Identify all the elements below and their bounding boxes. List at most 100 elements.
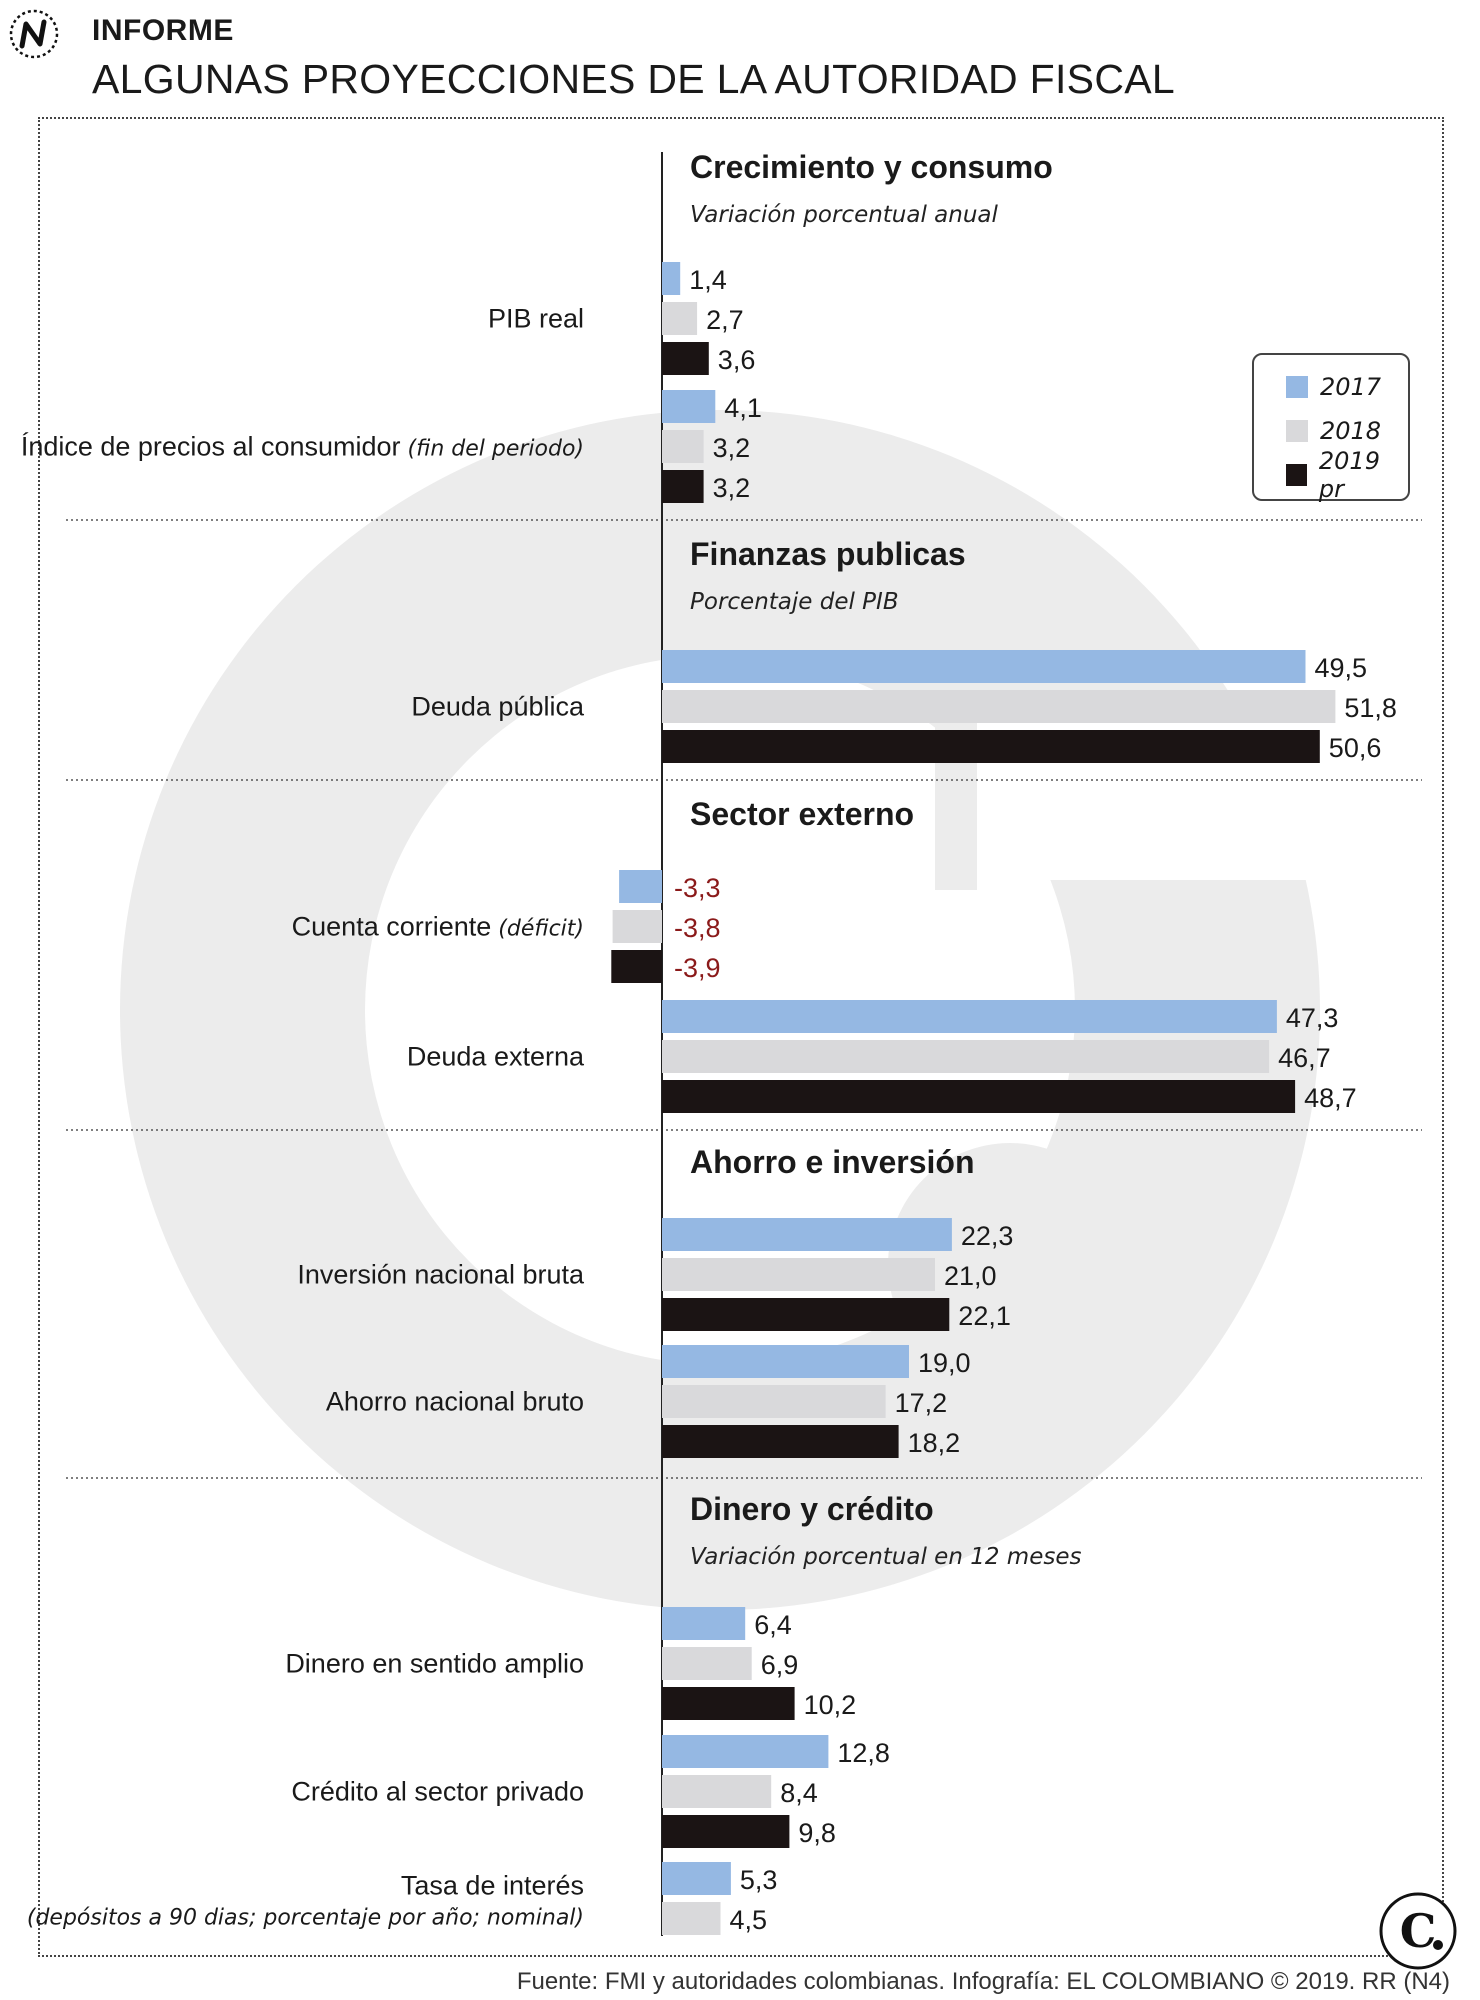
data-label: 49,5: [1315, 653, 1368, 683]
data-label: 22,3: [961, 1221, 1014, 1251]
category-label: PIB real: [488, 304, 584, 334]
category-label-text: Deuda externa: [407, 1042, 585, 1072]
legend-label: 2017: [1320, 373, 1382, 401]
bar: [611, 950, 662, 983]
bar: [662, 1735, 829, 1768]
bar: [662, 1607, 746, 1640]
bar: [662, 1425, 899, 1458]
data-label: 3,6: [718, 345, 756, 375]
data-label: 1,4: [689, 265, 727, 295]
data-label: 3,2: [713, 473, 751, 503]
section-title: Sector externo: [690, 796, 914, 832]
data-label: 50,6: [1329, 733, 1382, 763]
bar: [662, 1775, 772, 1808]
legend-item-2019: 2019 pr: [1286, 447, 1408, 503]
bar: [662, 1385, 886, 1418]
data-label: 21,0: [944, 1261, 997, 1291]
data-label: 47,3: [1286, 1003, 1339, 1033]
bar: [662, 1258, 935, 1291]
bar: [662, 1902, 721, 1935]
bar: [662, 1687, 795, 1720]
bar: [662, 1862, 731, 1895]
category-label: Índice de precios al consumidor (fin del…: [21, 432, 584, 462]
data-label: 9,8: [798, 1818, 836, 1848]
legend-swatch-2017: [1286, 376, 1308, 398]
section-title: Crecimiento y consumo: [690, 149, 1053, 185]
legend-swatch-2019: [1286, 464, 1307, 486]
section-subtitle: Porcentaje del PIB: [690, 589, 899, 615]
bar: [662, 1218, 952, 1251]
legend-item-2018: 2018: [1286, 417, 1381, 445]
data-label: 5,3: [740, 1865, 778, 1895]
newspaper-n-logo-icon: [9, 9, 59, 59]
data-label: 3,2: [713, 433, 751, 463]
legend-label: 2019 pr: [1318, 447, 1380, 503]
svg-text:C: C: [1400, 1904, 1437, 1958]
data-label: 8,4: [780, 1778, 818, 1808]
data-label: 2,7: [706, 305, 744, 335]
category-label: Tasa de interés: [401, 1871, 584, 1901]
category-label-text: PIB real: [488, 304, 584, 334]
category-label-text: Ahorro nacional bruto: [326, 1387, 584, 1417]
category-label: Ahorro nacional bruto: [326, 1387, 584, 1417]
category-label-text: Deuda pública: [411, 692, 585, 722]
chart-frame: [38, 117, 1444, 1957]
data-label: 6,4: [754, 1610, 792, 1640]
bar: [662, 1000, 1277, 1033]
bar: [662, 1647, 752, 1680]
category-label-text: Índice de precios al consumidor: [21, 432, 401, 462]
source-note: Fuente: FMI y autoridades colombianas. I…: [516, 1968, 1450, 1995]
data-label: 48,7: [1304, 1083, 1357, 1113]
data-label: -3,8: [674, 913, 721, 943]
category-label: Dinero en sentido amplio: [285, 1649, 584, 1679]
bar: [662, 730, 1320, 763]
bar: [662, 1815, 790, 1848]
data-label: 4,5: [730, 1905, 768, 1935]
data-label: 17,2: [895, 1388, 948, 1418]
category-label: Deuda pública: [411, 692, 585, 722]
category-label-text: Crédito al sector privado: [291, 1777, 584, 1807]
data-label: 12,8: [837, 1738, 890, 1768]
category-note: (déficit): [491, 917, 584, 942]
data-label: 22,1: [958, 1301, 1011, 1331]
legend-swatch-2018: [1286, 420, 1308, 442]
section-subtitle: Variación porcentual en 12 meses: [690, 1544, 1081, 1570]
category-label: Cuenta corriente (déficit): [292, 912, 584, 942]
bar: [662, 262, 681, 295]
bar: [662, 390, 716, 423]
category-label-text: Inversión nacional bruta: [297, 1260, 585, 1290]
page-title: ALGUNAS PROYECCIONES DE LA AUTORIDAD FIS…: [92, 56, 1175, 102]
category-label-text: Cuenta corriente: [292, 912, 492, 942]
legend-item-2017: 2017: [1286, 373, 1381, 401]
data-label: 6,9: [761, 1650, 799, 1680]
section-kicker: INFORME: [92, 14, 234, 47]
category-note: (depósitos a 90 dias; porcentaje por año…: [27, 1906, 584, 1931]
bar: [662, 1298, 950, 1331]
data-label: 4,1: [724, 393, 762, 423]
bar: [662, 430, 704, 463]
section-title: Finanzas publicas: [690, 536, 966, 572]
category-label-text: Dinero en sentido amplio: [285, 1649, 584, 1679]
section-title: Dinero y crédito: [690, 1491, 934, 1527]
bar: [662, 302, 698, 335]
bar: [662, 1080, 1296, 1113]
category-label: Deuda externa: [407, 1042, 585, 1072]
category-note: (fin del periodo): [401, 437, 584, 462]
data-label: -3,9: [674, 953, 721, 983]
data-label: 46,7: [1278, 1043, 1331, 1073]
data-label: -3,3: [674, 873, 721, 903]
bar: [662, 690, 1336, 723]
category-label: Inversión nacional bruta: [297, 1260, 585, 1290]
bar: [662, 650, 1306, 683]
legend-label: 2018: [1320, 417, 1382, 445]
el-colombiano-logo-icon: C: [1379, 1892, 1457, 1970]
bar: [619, 870, 662, 903]
bar: [662, 1040, 1270, 1073]
section-subtitle: Variación porcentual anual: [690, 202, 999, 228]
data-label: 18,2: [908, 1428, 961, 1458]
bar: [612, 910, 662, 943]
data-label: 10,2: [804, 1690, 857, 1720]
chart-legend: 2017 2018 2019 pr: [1252, 353, 1410, 503]
bar: [662, 342, 709, 375]
